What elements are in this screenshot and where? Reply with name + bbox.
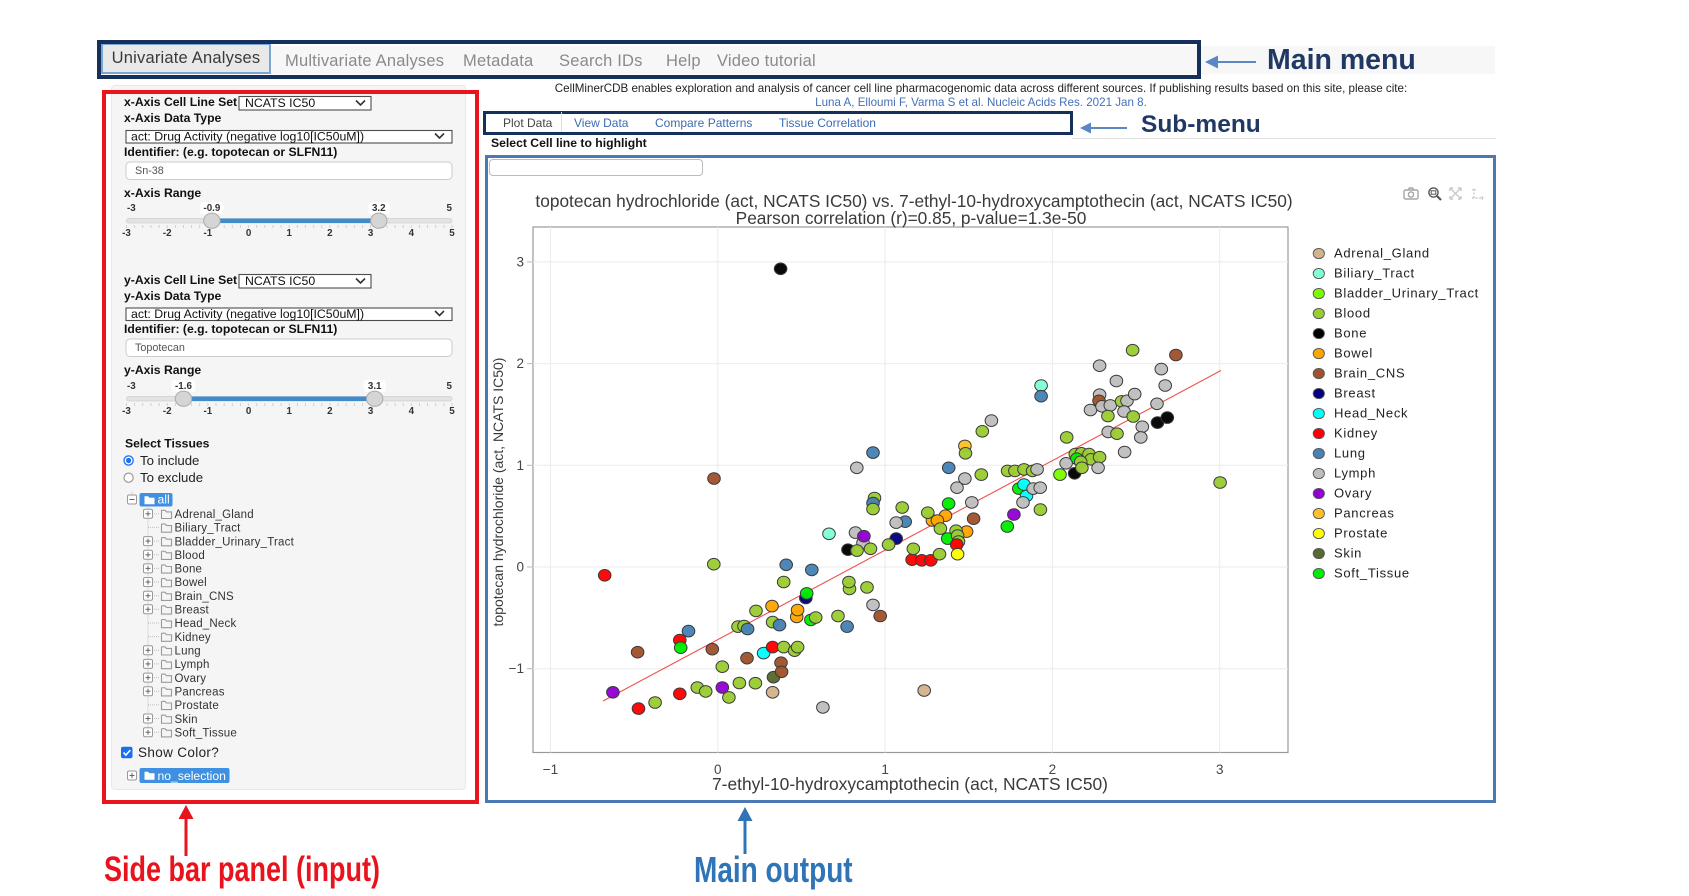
svg-text:3: 3 (368, 406, 374, 417)
svg-text:Ovary: Ovary (1334, 486, 1372, 501)
svg-text:y-Axis Data Type: y-Axis Data Type (124, 289, 222, 303)
svg-text:Kidney: Kidney (1334, 426, 1378, 441)
svg-text:-3: -3 (122, 406, 131, 417)
svg-text:Prostate: Prostate (175, 700, 219, 712)
svg-text:Identifier: (e.g. topotecan or: Identifier: (e.g. topotecan or SLFN11) (124, 322, 337, 336)
svg-text:x-Axis Range: x-Axis Range (124, 186, 201, 200)
svg-text:Brain_CNS: Brain_CNS (1334, 366, 1405, 381)
svg-text:2: 2 (327, 406, 333, 417)
svg-text:Prostate: Prostate (1334, 526, 1388, 541)
svg-text:4: 4 (409, 228, 415, 239)
svg-text:Identifier: (e.g. topotecan or: Identifier: (e.g. topotecan or SLFN11) (124, 145, 337, 159)
svg-text:−1: −1 (543, 762, 558, 777)
svg-text:4: 4 (409, 406, 415, 417)
svg-text:Bone: Bone (1334, 326, 1367, 341)
svg-text:3: 3 (1216, 762, 1224, 777)
svg-text:3: 3 (516, 254, 524, 269)
svg-text:Skin: Skin (1334, 546, 1362, 561)
svg-text:5: 5 (447, 203, 453, 214)
svg-text:0: 0 (516, 560, 524, 575)
svg-text:act: Drug Activity (negative l: act: Drug Activity (negative log10[IC50u… (131, 307, 364, 321)
svg-text:Head_Neck: Head_Neck (1334, 406, 1408, 421)
svg-text:-1.6: -1.6 (175, 381, 192, 392)
svg-text:Show Color?: Show Color? (138, 745, 219, 760)
svg-text:3.1: 3.1 (368, 381, 382, 392)
svg-text:3: 3 (368, 228, 374, 239)
svg-text:Lung: Lung (1334, 446, 1366, 461)
svg-text:-3: -3 (122, 228, 131, 239)
svg-text:1: 1 (286, 406, 292, 417)
svg-text:Lung: Lung (175, 646, 201, 658)
svg-text:-3: -3 (127, 203, 136, 214)
svg-text:x-Axis Cell Line Set: x-Axis Cell Line Set (124, 95, 237, 109)
svg-text:Adrenal_Gland: Adrenal_Gland (1334, 246, 1430, 261)
svg-text:Lymph: Lymph (175, 659, 210, 671)
svg-text:5: 5 (449, 228, 455, 239)
svg-text:-3: -3 (127, 381, 136, 392)
svg-text:Topotecan: Topotecan (135, 342, 185, 354)
svg-text:Breast: Breast (175, 605, 210, 617)
svg-text:1: 1 (286, 228, 292, 239)
svg-text:-2: -2 (163, 228, 172, 239)
svg-text:y-Axis Cell Line Set: y-Axis Cell Line Set (124, 273, 237, 287)
svg-text:Biliary_Tract: Biliary_Tract (1334, 266, 1415, 281)
svg-text:topotecan hydrochloride (act,: topotecan hydrochloride (act, NCATS IC50… (535, 191, 1292, 211)
svg-text:0: 0 (714, 762, 722, 777)
svg-text:2: 2 (327, 228, 333, 239)
svg-text:5: 5 (449, 406, 455, 417)
svg-text:Bowel: Bowel (175, 577, 207, 589)
svg-text:Pancreas: Pancreas (1334, 506, 1395, 521)
svg-text:Blood: Blood (1334, 306, 1371, 321)
svg-text:Bladder_Urinary_Tract: Bladder_Urinary_Tract (1334, 286, 1479, 301)
svg-text:Bone: Bone (175, 564, 203, 576)
svg-text:7-ethyl-10-hydroxycamptothecin: 7-ethyl-10-hydroxycamptothecin (act, NCA… (712, 774, 1108, 794)
svg-text:Biliary_Tract: Biliary_Tract (175, 523, 242, 535)
svg-text:NCATS IC50: NCATS IC50 (245, 96, 315, 110)
svg-text:Skin: Skin (175, 714, 198, 726)
svg-text:-1: -1 (204, 228, 213, 239)
svg-text:Bladder_Urinary_Tract: Bladder_Urinary_Tract (175, 536, 295, 548)
svg-text:2: 2 (516, 356, 524, 371)
svg-text:Soft_Tissue: Soft_Tissue (175, 727, 238, 739)
svg-text:Sn-38: Sn-38 (135, 165, 164, 177)
svg-text:0: 0 (246, 406, 252, 417)
svg-text:no_selection: no_selection (158, 769, 226, 783)
svg-text:To exclude: To exclude (140, 470, 203, 485)
svg-text:all: all (158, 493, 170, 507)
svg-text:2: 2 (1049, 762, 1057, 777)
svg-text:-0.9: -0.9 (203, 203, 220, 214)
svg-text:Breast: Breast (1334, 386, 1376, 401)
svg-text:x-Axis Data Type: x-Axis Data Type (124, 111, 222, 125)
svg-text:Adrenal_Gland: Adrenal_Gland (175, 509, 254, 521)
svg-text:1: 1 (881, 762, 889, 777)
svg-text:y-Axis Range: y-Axis Range (124, 363, 201, 377)
svg-text:Soft_Tissue: Soft_Tissue (1334, 566, 1410, 581)
svg-text:Lymph: Lymph (1334, 466, 1376, 481)
svg-text:Ovary: Ovary (175, 673, 207, 685)
svg-text:act: Drug Activity (negative l: act: Drug Activity (negative log10[IC50u… (131, 130, 364, 144)
svg-text:Pancreas: Pancreas (175, 687, 225, 699)
svg-text:Blood: Blood (175, 550, 205, 562)
svg-text:Head_Neck: Head_Neck (175, 618, 237, 630)
svg-text:Bowel: Bowel (1334, 346, 1373, 361)
svg-text:Brain_CNS: Brain_CNS (175, 591, 234, 603)
svg-text:−1: −1 (509, 661, 524, 676)
svg-text:Pearson correlation (r)=0.85,: Pearson correlation (r)=0.85, p-value=1.… (736, 208, 1087, 228)
svg-text:Kidney: Kidney (175, 632, 211, 644)
svg-text:topotecan hydrochloride (act,: topotecan hydrochloride (act, NCATS IC50… (490, 358, 506, 627)
svg-text:0: 0 (246, 228, 252, 239)
svg-text:Select Tissues: Select Tissues (125, 437, 210, 451)
svg-text:1: 1 (516, 458, 524, 473)
svg-text:3.2: 3.2 (372, 203, 386, 214)
svg-text:To include: To include (140, 453, 199, 468)
svg-text:5: 5 (447, 381, 453, 392)
svg-text:-2: -2 (163, 406, 172, 417)
svg-text:-1: -1 (204, 406, 213, 417)
svg-text:NCATS IC50: NCATS IC50 (245, 274, 315, 288)
